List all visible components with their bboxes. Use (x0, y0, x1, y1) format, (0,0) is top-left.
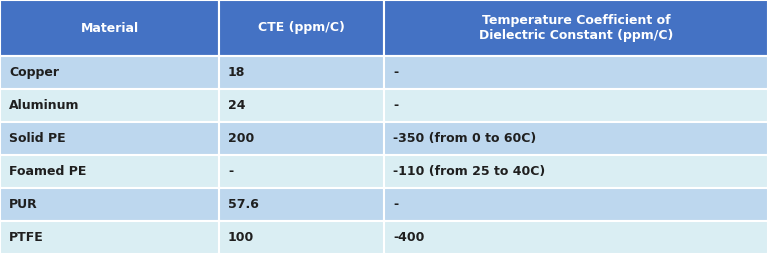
Text: PTFE: PTFE (9, 231, 44, 244)
Bar (219, 221, 384, 254)
Bar (219, 56, 384, 89)
Bar (384, 188, 768, 221)
Bar (219, 122, 384, 155)
Bar (0, 89, 219, 122)
Bar (384, 0, 768, 56)
Bar (219, 155, 384, 188)
Bar (0, 221, 219, 254)
Text: -: - (393, 99, 398, 112)
Text: Copper: Copper (9, 66, 59, 79)
Text: PUR: PUR (9, 198, 38, 211)
Text: Temperature Coefficient of
Dielectric Constant (ppm/C): Temperature Coefficient of Dielectric Co… (478, 14, 674, 42)
Text: 18: 18 (228, 66, 245, 79)
Bar (0, 155, 219, 188)
Text: -350 (from 0 to 60C): -350 (from 0 to 60C) (393, 132, 536, 145)
Bar (0, 188, 219, 221)
Text: 24: 24 (228, 99, 246, 112)
Text: CTE (ppm/C): CTE (ppm/C) (258, 22, 345, 35)
Bar (0, 56, 219, 89)
Text: 100: 100 (228, 231, 254, 244)
Text: -110 (from 25 to 40C): -110 (from 25 to 40C) (393, 165, 545, 178)
Bar (219, 0, 384, 56)
Text: -: - (393, 198, 398, 211)
Text: -400: -400 (393, 231, 425, 244)
Bar (384, 122, 768, 155)
Text: 200: 200 (228, 132, 254, 145)
Bar (219, 188, 384, 221)
Bar (384, 56, 768, 89)
Bar (219, 89, 384, 122)
Bar (0, 0, 219, 56)
Text: Aluminum: Aluminum (9, 99, 80, 112)
Text: Foamed PE: Foamed PE (9, 165, 86, 178)
Bar (384, 221, 768, 254)
Bar (384, 89, 768, 122)
Text: Solid PE: Solid PE (9, 132, 65, 145)
Bar (384, 155, 768, 188)
Bar (0, 122, 219, 155)
Text: -: - (393, 66, 398, 79)
Text: 57.6: 57.6 (228, 198, 259, 211)
Text: Material: Material (81, 22, 138, 35)
Text: -: - (228, 165, 233, 178)
